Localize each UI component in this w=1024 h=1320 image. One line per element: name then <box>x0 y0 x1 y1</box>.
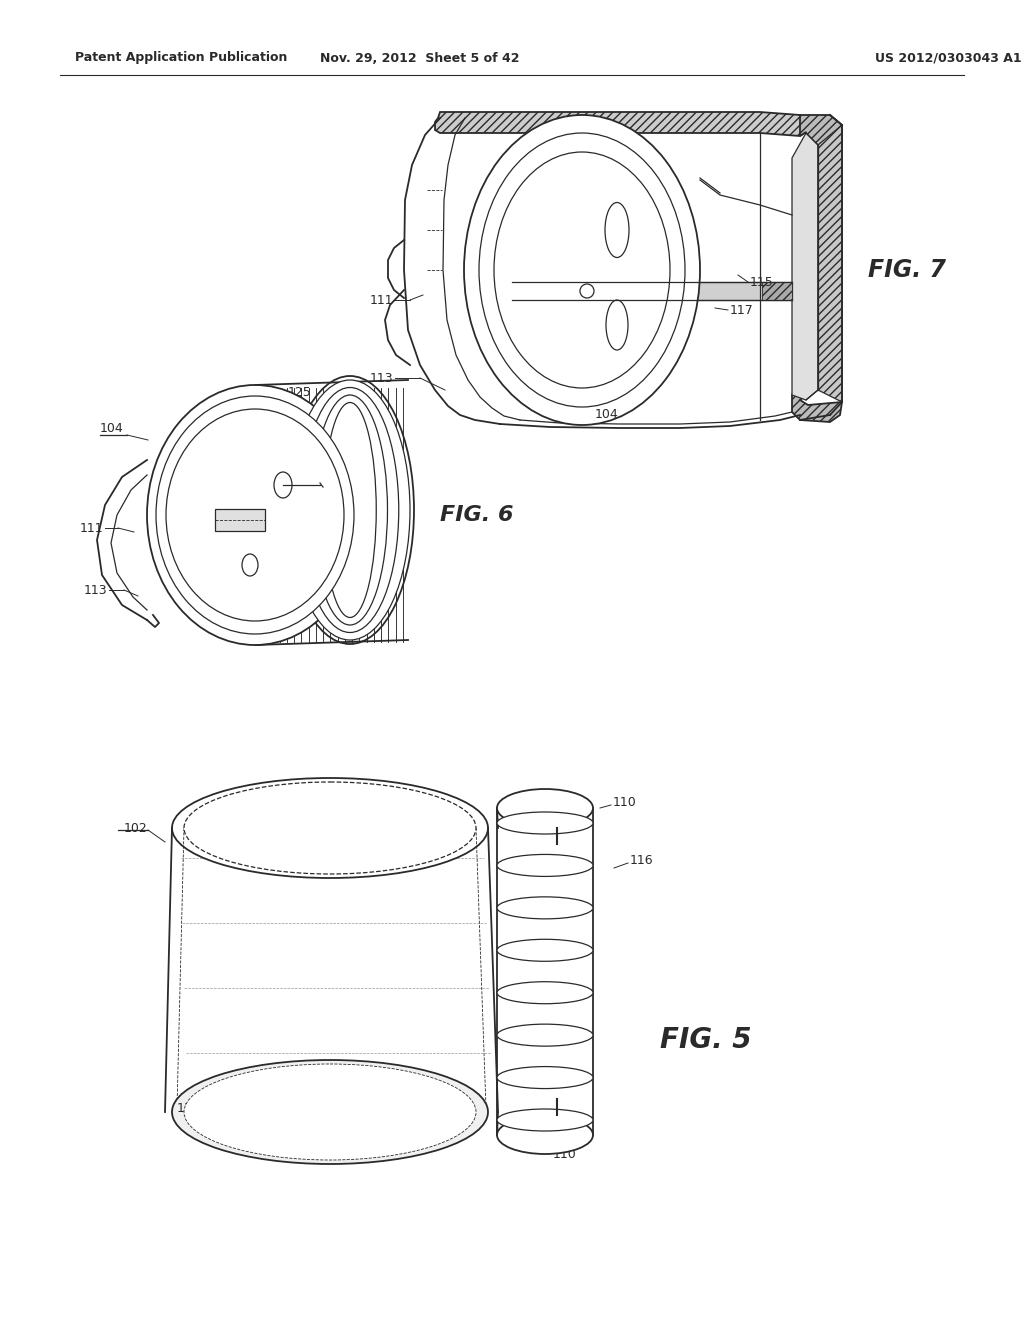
Ellipse shape <box>497 1115 593 1154</box>
Polygon shape <box>792 133 818 400</box>
Text: 114: 114 <box>176 1101 200 1114</box>
Text: 110: 110 <box>553 1148 577 1162</box>
Text: 111: 111 <box>370 293 393 306</box>
Polygon shape <box>800 115 842 158</box>
Ellipse shape <box>497 1024 593 1047</box>
Ellipse shape <box>242 554 258 576</box>
Ellipse shape <box>184 1064 476 1160</box>
Ellipse shape <box>497 940 593 961</box>
Text: FIG. 7: FIG. 7 <box>868 257 946 282</box>
Text: 111: 111 <box>80 521 103 535</box>
Ellipse shape <box>166 409 344 620</box>
Ellipse shape <box>274 473 292 498</box>
Text: 113: 113 <box>83 583 106 597</box>
Ellipse shape <box>497 854 593 876</box>
Text: 113: 113 <box>370 371 393 384</box>
Text: 110: 110 <box>613 796 637 808</box>
Ellipse shape <box>172 777 488 878</box>
Ellipse shape <box>580 284 594 298</box>
Text: 116: 116 <box>630 854 653 866</box>
Text: 117: 117 <box>730 304 754 317</box>
Polygon shape <box>512 282 792 300</box>
Ellipse shape <box>184 781 476 874</box>
Ellipse shape <box>286 376 414 644</box>
Text: 115: 115 <box>750 276 774 289</box>
Ellipse shape <box>290 380 410 640</box>
Ellipse shape <box>497 1109 593 1131</box>
Text: Nov. 29, 2012  Sheet 5 of 42: Nov. 29, 2012 Sheet 5 of 42 <box>321 51 520 65</box>
Text: FIG. 5: FIG. 5 <box>660 1026 752 1053</box>
Ellipse shape <box>606 300 628 350</box>
Text: 125: 125 <box>288 387 311 400</box>
Polygon shape <box>435 112 808 136</box>
Ellipse shape <box>464 115 700 425</box>
Ellipse shape <box>497 789 593 828</box>
Text: FIG. 6: FIG. 6 <box>440 506 513 525</box>
Ellipse shape <box>312 395 387 624</box>
Ellipse shape <box>494 152 670 388</box>
Polygon shape <box>762 282 792 300</box>
Text: 104: 104 <box>595 408 618 421</box>
Text: 104: 104 <box>100 421 124 434</box>
Ellipse shape <box>147 385 362 645</box>
Ellipse shape <box>605 202 629 257</box>
Text: 102: 102 <box>123 821 147 834</box>
Text: 125: 125 <box>521 368 545 381</box>
Text: US 2012/0303043 A1: US 2012/0303043 A1 <box>874 51 1022 65</box>
Text: Patent Application Publication: Patent Application Publication <box>75 51 288 65</box>
Ellipse shape <box>497 982 593 1003</box>
Ellipse shape <box>497 812 593 834</box>
Ellipse shape <box>172 1060 488 1164</box>
Ellipse shape <box>156 396 354 634</box>
Ellipse shape <box>324 403 376 618</box>
Polygon shape <box>818 125 842 403</box>
Polygon shape <box>215 510 265 531</box>
Polygon shape <box>792 370 842 422</box>
Ellipse shape <box>479 133 685 407</box>
Ellipse shape <box>497 896 593 919</box>
Ellipse shape <box>301 388 398 632</box>
Ellipse shape <box>497 1067 593 1089</box>
